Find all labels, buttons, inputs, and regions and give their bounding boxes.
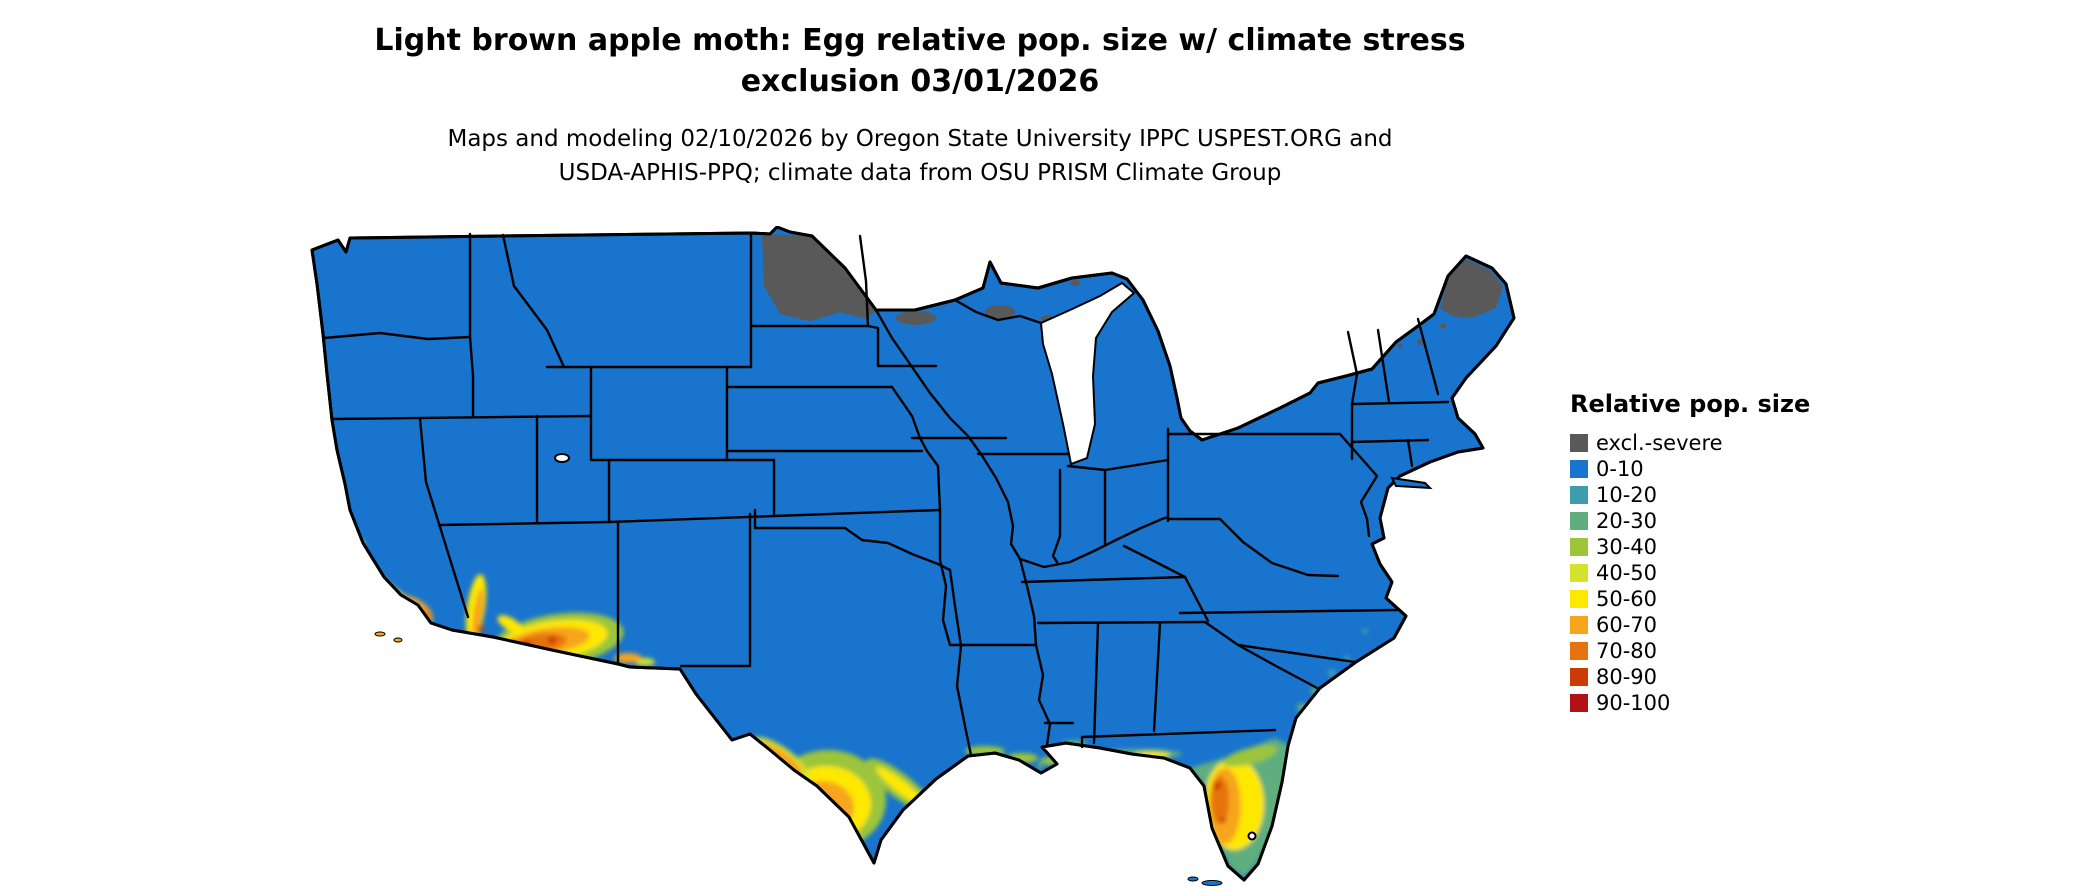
subtitle-block: Maps and modeling 02/10/2026 by Oregon S… — [0, 122, 1840, 190]
legend-label: 70-80 — [1596, 639, 1658, 663]
map-title-line1: Light brown apple moth: Egg relative pop… — [374, 23, 1466, 58]
legend-item: 30-40 — [1570, 534, 1810, 560]
coastline — [310, 225, 1516, 882]
legend-label: 90-100 — [1596, 691, 1671, 715]
legend-item: 60-70 — [1570, 612, 1810, 638]
legend-label: 80-90 — [1596, 665, 1658, 689]
map-svg — [310, 225, 1516, 886]
legend-swatch-30-40 — [1570, 538, 1588, 556]
legend-label: 40-50 — [1596, 561, 1658, 585]
legend-label: 20-30 — [1596, 509, 1658, 533]
excluded-region-minnesota — [762, 234, 1080, 325]
title-block: Light brown apple moth: Egg relative pop… — [0, 20, 1840, 102]
channel-island — [374, 631, 386, 637]
legend-swatch-50-60 — [1570, 590, 1588, 608]
legend-swatch-90-100 — [1570, 694, 1588, 712]
legend-swatch-excl-severe — [1570, 434, 1588, 452]
great-lakes — [554, 281, 1257, 841]
legend-label: 30-40 — [1596, 535, 1658, 559]
legend-swatch-10-20 — [1570, 486, 1588, 504]
legend-item: 70-80 — [1570, 638, 1810, 664]
long-island — [1390, 476, 1433, 490]
great-salt-lake — [554, 453, 570, 463]
legend-swatch-0-10 — [1570, 460, 1588, 478]
lake-michigan — [1039, 281, 1136, 466]
map-title-line2: exclusion 03/01/2026 — [740, 64, 1100, 99]
legend-item: 10-20 — [1570, 482, 1810, 508]
legend-label: 60-70 — [1596, 613, 1658, 637]
legend-item: 0-10 — [1570, 456, 1810, 482]
legend: Relative pop. size excl.-severe 0-10 10-… — [1570, 390, 1810, 716]
legend-swatch-70-80 — [1570, 642, 1588, 660]
map-subtitle-line2: USDA-APHIS-PPQ; climate data from OSU PR… — [558, 160, 1282, 186]
excluded-region-maine — [1397, 259, 1503, 349]
legend-item: 20-30 — [1570, 508, 1810, 534]
legend-swatch-40-50 — [1570, 564, 1588, 582]
legend-swatch-80-90 — [1570, 668, 1588, 686]
legend-item: 90-100 — [1570, 690, 1810, 716]
legend-label: 10-20 — [1596, 483, 1658, 507]
legend-title: Relative pop. size — [1570, 390, 1811, 418]
legend-label: excl.-severe — [1596, 431, 1723, 455]
lake-okeechobee — [1247, 831, 1257, 841]
legend-swatch-20-30 — [1570, 512, 1588, 530]
channel-island — [393, 637, 403, 643]
legend-item: 40-50 — [1570, 560, 1810, 586]
legend-label: 0-10 — [1596, 457, 1644, 481]
legend-item: 80-90 — [1570, 664, 1810, 690]
us-choropleth-map — [300, 225, 1532, 890]
map-subtitle-line1: Maps and modeling 02/10/2026 by Oregon S… — [447, 126, 1393, 152]
islands — [374, 476, 1433, 886]
legend-label: 50-60 — [1596, 587, 1658, 611]
florida-keys — [1187, 876, 1199, 882]
state-borders — [322, 231, 1450, 757]
florida-keys — [1201, 880, 1223, 886]
legend-item: 50-60 — [1570, 586, 1810, 612]
legend-item: excl.-severe — [1570, 430, 1810, 456]
legend-swatch-60-70 — [1570, 616, 1588, 634]
hot-region-colorado-river — [465, 574, 487, 642]
